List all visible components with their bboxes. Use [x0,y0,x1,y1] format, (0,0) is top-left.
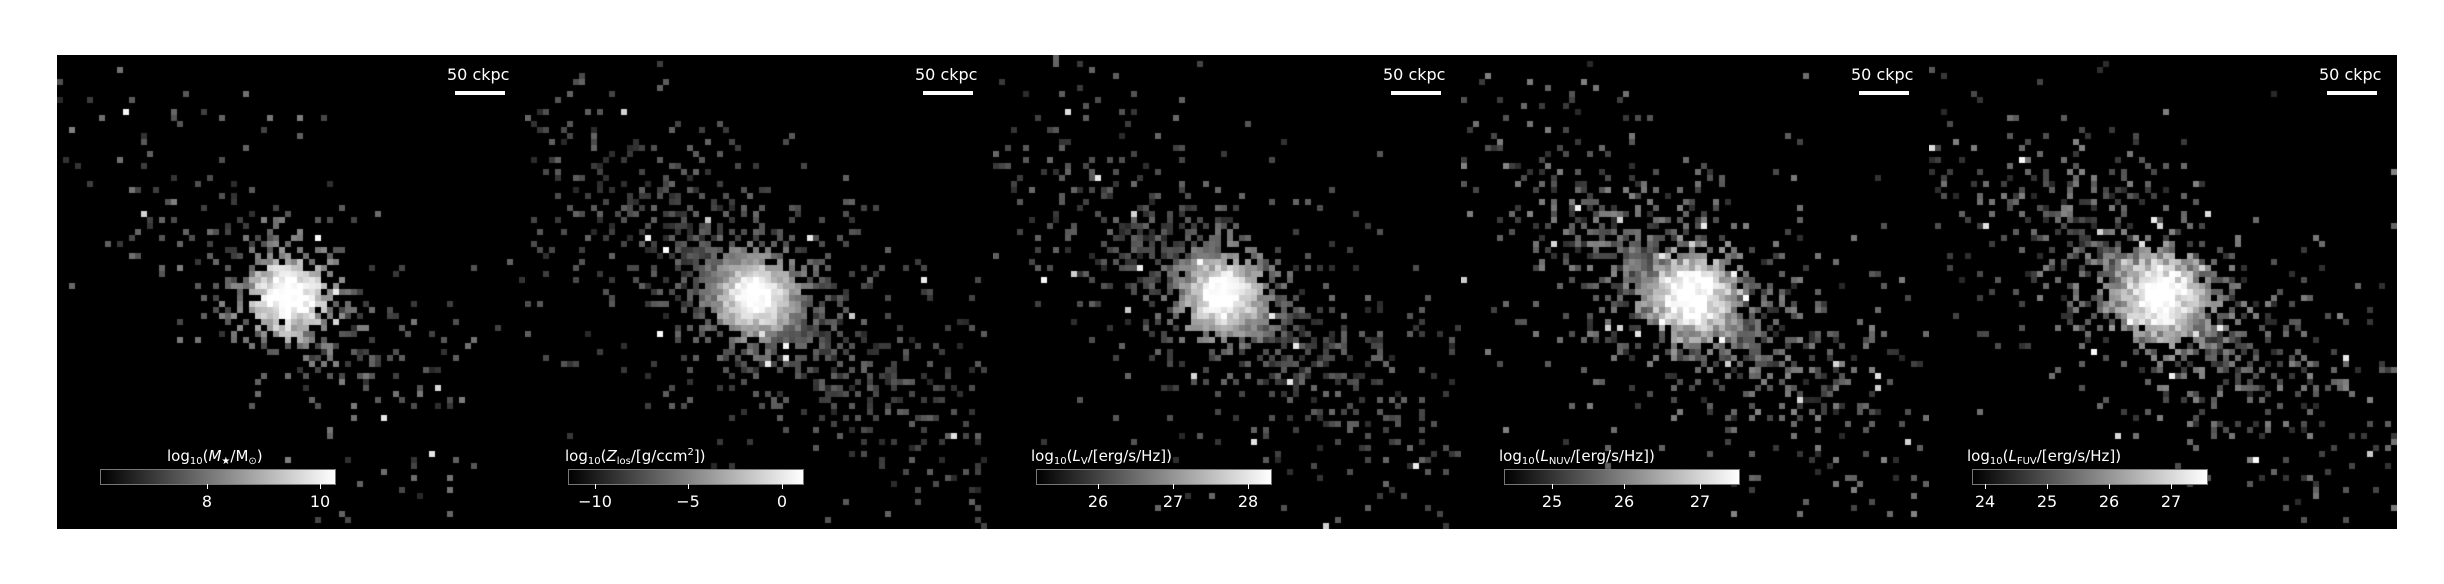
colorbar-tick-label: 0 [776,492,788,511]
galaxy-map [1929,55,2397,529]
scale-bar-label: 50 ckpc [915,65,978,84]
colorbar-tick-label: 26 [1613,492,1635,511]
galaxy-map [57,55,525,529]
colorbar [1036,469,1272,485]
image-panel-3: 50 ckpc log10(LV/[erg/s/Hz]) 26 27 28 [993,55,1461,529]
colorbar-tick-label: 25 [2036,492,2058,511]
colorbar-tick-label: 24 [1974,492,1996,511]
colorbar-tick [1248,484,1249,489]
image-panel-4: 50 ckpc log10(LNUV/[erg/s/Hz]) 25 26 27 [1461,55,1929,529]
colorbar [1504,469,1740,485]
colorbar-tick-label: 27 [1162,492,1184,511]
galaxy-map [1461,55,1929,529]
colorbar-tick [1173,484,1174,489]
colorbar-tick-label: 27 [2160,492,2182,511]
colorbar-title: log10(Zlos/[g/ccm2]) [565,447,706,467]
scale-bar [2327,91,2377,95]
colorbar [100,469,336,485]
scale-bar [1859,91,1909,95]
colorbar-tick-label: 27 [1689,492,1711,511]
colorbar-tick-label: −10 [578,492,612,511]
colorbar-title: log10(LV/[erg/s/Hz]) [1031,447,1173,467]
colorbar-title: log10(LNUV/[erg/s/Hz]) [1499,447,1655,467]
colorbar [568,469,804,485]
colorbar [1972,469,2208,485]
colorbar-tick-label: 28 [1237,492,1259,511]
scale-bar-label: 50 ckpc [1851,65,1914,84]
scale-bar [1391,91,1441,95]
colorbar-tick [595,484,596,489]
colorbar-tick [1552,484,1553,489]
colorbar-tick-label: −5 [676,492,700,511]
colorbar-tick [320,484,321,489]
image-panel-5: 50 ckpc log10(LFUV/[erg/s/Hz]) 24 25 26 27 [1929,55,2397,529]
colorbar-tick [1985,484,1986,489]
colorbar-tick-label: 26 [1087,492,1109,511]
colorbar-tick [2171,484,2172,489]
colorbar-tick [2047,484,2048,489]
colorbar-title: log10(M★/M⊙) [167,447,263,467]
scale-bar-label: 50 ckpc [2319,65,2382,84]
scale-bar-label: 50 ckpc [1383,65,1446,84]
colorbar-tick [207,484,208,489]
colorbar-tick-label: 10 [309,492,331,511]
galaxy-map [993,55,1461,529]
colorbar-tick-label: 26 [2098,492,2120,511]
colorbar-tick [688,484,689,489]
galaxy-map [525,55,993,529]
image-strip: 50 ckpc log10(M★/M⊙) 8 10 50 ckpc log10(Zlos/… [57,55,2397,529]
scale-bar [455,91,505,95]
colorbar-tick [1624,484,1625,489]
colorbar-tick [2109,484,2110,489]
scale-bar-label: 50 ckpc [447,65,510,84]
scale-bar [923,91,973,95]
colorbar-tick-label: 8 [201,492,213,511]
colorbar-tick [782,484,783,489]
colorbar-tick [1098,484,1099,489]
image-panel-2: 50 ckpc log10(Zlos/[g/ccm2]) −10 −5 0 [525,55,993,529]
image-panel-1: 50 ckpc log10(M★/M⊙) 8 10 [57,55,525,529]
colorbar-tick [1700,484,1701,489]
colorbar-tick-label: 25 [1541,492,1563,511]
colorbar-title: log10(LFUV/[erg/s/Hz]) [1967,447,2122,467]
